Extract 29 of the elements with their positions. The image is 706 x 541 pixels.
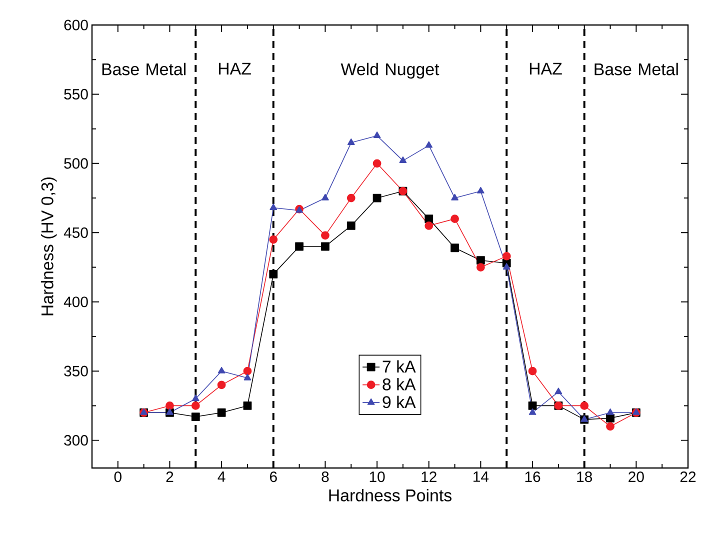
x-tick-label: 0 <box>114 472 122 482</box>
x-tick-label: 16 <box>525 472 540 482</box>
y-tick-label: 500 <box>64 158 88 169</box>
x-tick-label: 4 <box>218 472 226 482</box>
x-tick-label: 10 <box>370 472 385 482</box>
legend-label: 8 kA <box>382 378 416 390</box>
x-tick-label: 2 <box>166 472 174 482</box>
x-tick-label: 18 <box>577 472 592 482</box>
y-tick-label: 450 <box>64 227 88 238</box>
annotation: Base Metal <box>102 62 186 76</box>
x-tick-label: 14 <box>474 472 489 482</box>
annotation: Weld Nugget <box>340 62 440 79</box>
legend-label: 7 kA <box>382 360 416 372</box>
x-tick-label: 22 <box>680 472 696 482</box>
x-tick-label: 6 <box>270 472 277 482</box>
annotation: HAZ <box>530 62 562 75</box>
y-tick-label: 600 <box>64 20 88 30</box>
y-tick-label: 300 <box>64 435 88 446</box>
legend-label: 9 kA <box>382 396 416 408</box>
x-tick-label: 20 <box>628 472 644 482</box>
y-tick-label: 550 <box>64 88 88 100</box>
annotation: HAZ <box>218 62 251 75</box>
x-axis-title: Hardness Points <box>329 488 452 502</box>
x-tick-label: 12 <box>422 472 436 482</box>
y-tick-label: 400 <box>64 296 88 308</box>
annotation: Base Metal <box>594 62 678 76</box>
y-tick-label: 350 <box>64 366 88 376</box>
x-tick-label: 8 <box>322 472 329 482</box>
y-axis-title: Hardness (HV 0,3) <box>40 177 57 316</box>
